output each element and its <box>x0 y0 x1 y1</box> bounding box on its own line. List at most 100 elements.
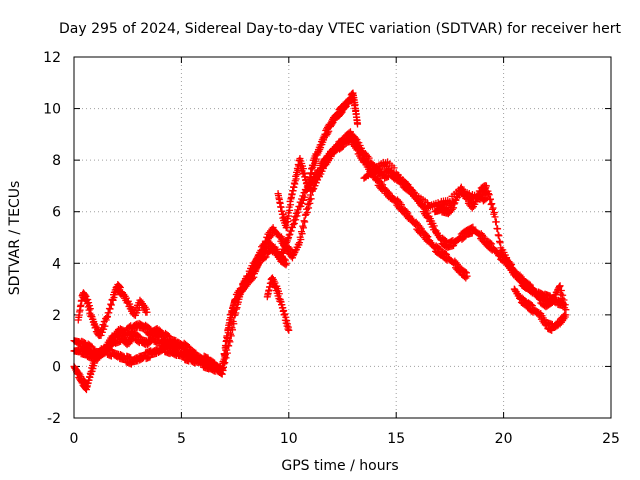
data-point <box>305 184 313 192</box>
data-point <box>482 182 490 190</box>
data-point <box>97 331 105 339</box>
tick-labels: 0 5 10 15 20 25 -2 0 2 4 6 8 10 12 <box>43 50 620 447</box>
data-point <box>229 326 237 334</box>
data-point <box>116 282 124 290</box>
data-point <box>222 354 230 362</box>
data-point <box>557 286 565 294</box>
data-point <box>461 268 469 276</box>
x-tick-label: 10 <box>280 431 298 447</box>
data-point <box>284 218 292 226</box>
x-tick-label: 25 <box>602 431 620 447</box>
data-point <box>486 239 494 247</box>
data-point <box>84 296 92 304</box>
data-point <box>292 216 300 224</box>
plot-border <box>73 56 612 419</box>
data-point <box>98 328 106 336</box>
data-point <box>268 241 276 249</box>
data-point <box>562 311 570 319</box>
data-point <box>364 153 372 161</box>
series-track-2 <box>70 128 568 373</box>
series-track-4 <box>74 280 151 340</box>
data-point <box>135 332 143 340</box>
data-point <box>527 301 535 309</box>
data-point <box>143 308 151 316</box>
data-point <box>283 223 291 231</box>
data-point <box>100 325 108 333</box>
data-point <box>248 275 256 283</box>
data-point <box>267 232 275 240</box>
data-point <box>285 326 293 334</box>
x-tick-label: 20 <box>495 431 513 447</box>
data-point <box>286 206 294 214</box>
data-points <box>70 89 570 394</box>
data-point <box>116 284 124 292</box>
data-point <box>463 272 471 280</box>
y-tick-label: -2 <box>47 411 61 427</box>
y-tick-label: 10 <box>43 102 61 118</box>
data-point <box>281 310 289 318</box>
data-point <box>293 212 301 220</box>
data-point <box>87 342 95 350</box>
data-point <box>365 154 373 162</box>
series-track-6 <box>274 89 362 232</box>
data-point <box>494 225 502 233</box>
data-point <box>396 199 404 207</box>
data-point <box>298 230 306 238</box>
y-tick-label: 4 <box>52 256 61 272</box>
data-point <box>223 349 231 357</box>
data-point <box>528 302 536 310</box>
data-point <box>301 193 309 201</box>
data-point <box>226 338 234 346</box>
data-point <box>503 254 511 262</box>
data-point <box>441 236 449 244</box>
data-point <box>290 220 298 228</box>
data-point <box>101 322 109 330</box>
series-track-3 <box>70 237 291 373</box>
data-point <box>299 224 307 232</box>
data-point <box>282 313 290 321</box>
data-point <box>298 199 306 207</box>
data-point <box>107 339 115 347</box>
data-point <box>390 164 398 172</box>
data-point <box>303 209 311 217</box>
data-point <box>560 296 568 304</box>
data-point <box>275 290 283 298</box>
series-track-7 <box>360 158 570 314</box>
data-point <box>435 244 443 252</box>
data-point <box>354 120 362 128</box>
data-point <box>377 179 385 187</box>
data-point <box>86 305 94 313</box>
data-point <box>220 363 228 371</box>
data-point <box>307 195 315 203</box>
data-point <box>324 129 332 137</box>
data-point <box>416 223 424 231</box>
data-point <box>325 127 333 135</box>
x-tick-label: 0 <box>70 431 79 447</box>
data-point <box>306 175 314 183</box>
data-point <box>559 291 567 299</box>
data-point <box>448 205 456 213</box>
data-point <box>292 175 300 183</box>
data-point <box>337 109 345 117</box>
series-track-8 <box>431 181 490 218</box>
data-point <box>126 328 134 336</box>
data-point <box>85 302 93 310</box>
data-point <box>230 320 238 328</box>
series-track-9 <box>510 285 570 334</box>
data-point <box>540 296 548 304</box>
data-point <box>403 182 411 190</box>
x-tick-label: 5 <box>177 431 186 447</box>
data-point <box>297 202 305 210</box>
data-point <box>305 180 313 188</box>
y-axis-label: SDTVAR / TECUs <box>7 181 23 296</box>
data-point <box>221 359 229 367</box>
data-point <box>489 204 497 212</box>
data-point <box>556 282 564 290</box>
data-point <box>305 204 313 212</box>
y-tick-label: 12 <box>43 50 61 66</box>
data-point <box>283 259 291 267</box>
data-point <box>285 212 293 220</box>
data-point <box>301 218 309 226</box>
data-point <box>297 235 305 243</box>
